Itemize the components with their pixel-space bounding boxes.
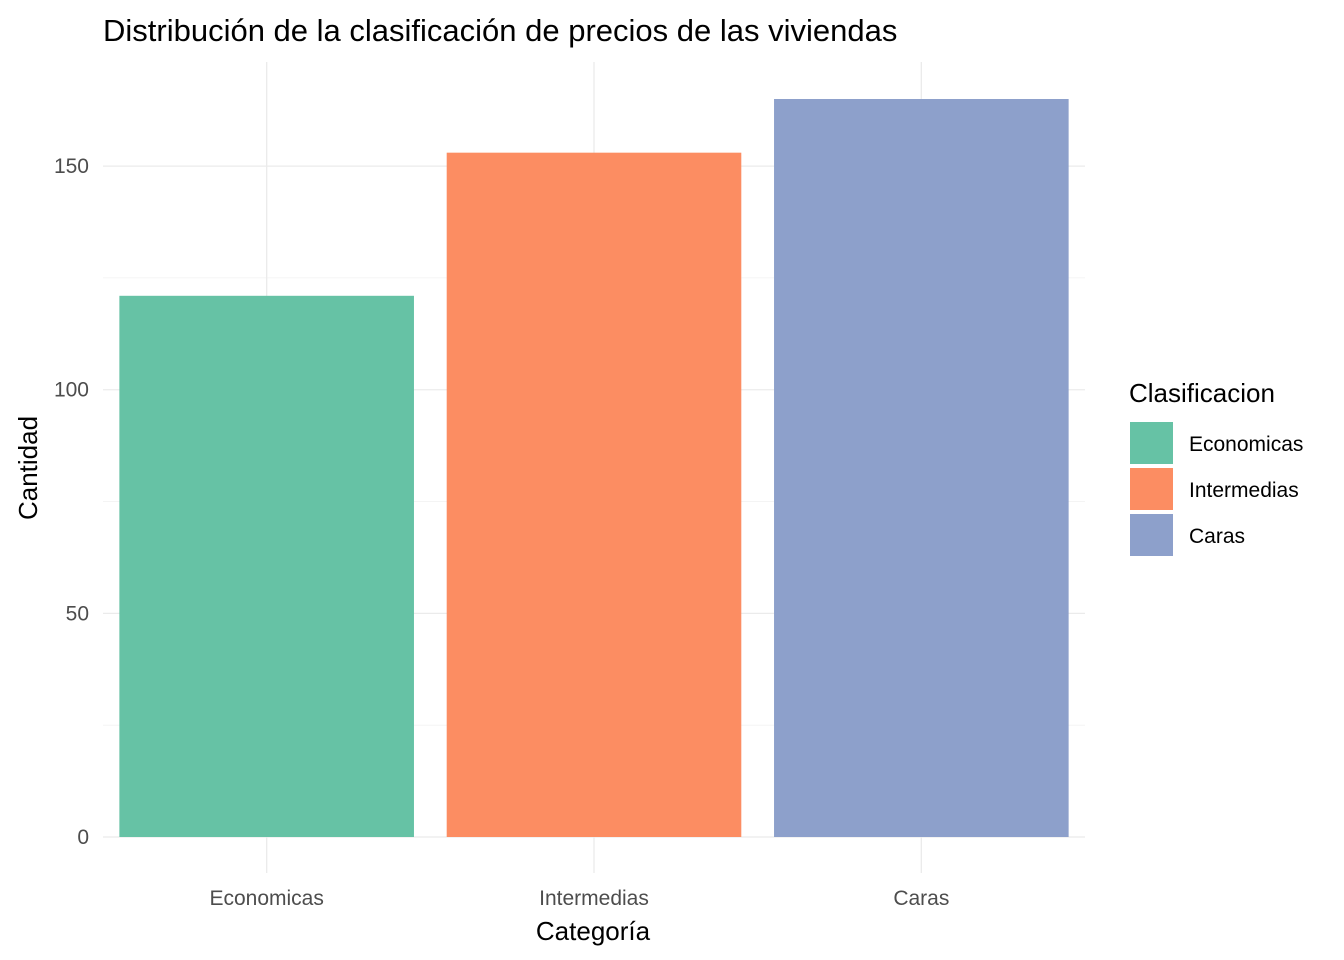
y-tick-label: 150 xyxy=(54,155,89,178)
x-axis-ticks: Economicas Intermedias Caras xyxy=(209,887,949,910)
x-tick-label: Intermedias xyxy=(539,887,649,910)
y-tick-label: 0 xyxy=(77,826,89,849)
y-axis-title: Cantidad xyxy=(13,416,43,520)
bar-caras xyxy=(774,99,1069,837)
bars xyxy=(119,99,1069,837)
legend-title: Clasificacion xyxy=(1129,378,1275,408)
legend: Clasificacion Economicas Intermedias Caras xyxy=(1129,378,1303,556)
legend-label: Economicas xyxy=(1189,433,1303,456)
bar-economicas xyxy=(119,295,414,837)
chart-title: Distribución de la clasificación de prec… xyxy=(103,13,897,48)
x-tick-label: Economicas xyxy=(209,887,323,910)
legend-key-caras xyxy=(1130,514,1173,556)
legend-label: Intermedias xyxy=(1189,479,1299,502)
x-axis-title: Categoría xyxy=(536,916,651,946)
bar-intermedias xyxy=(446,152,742,837)
y-tick-label: 50 xyxy=(66,602,89,625)
legend-key-intermedias xyxy=(1130,468,1173,510)
legend-label: Caras xyxy=(1189,525,1245,548)
x-tick-label: Caras xyxy=(893,887,949,910)
y-axis-ticks: 0 50 100 150 xyxy=(54,155,89,849)
y-tick-label: 100 xyxy=(54,379,89,402)
legend-key-economicas xyxy=(1130,422,1173,464)
